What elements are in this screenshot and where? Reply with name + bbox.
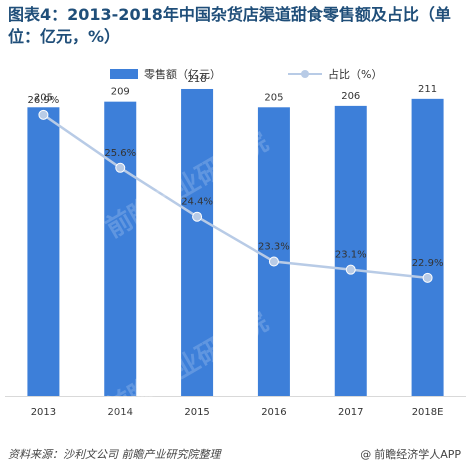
bar-label-2016: 205 <box>264 92 283 103</box>
bar-label-2017: 206 <box>341 91 360 102</box>
x-tick-2014: 2014 <box>108 407 133 418</box>
x-tick-2015: 2015 <box>184 407 209 418</box>
brand: @ 前瞻经济学人APP <box>360 446 461 462</box>
bar-label-2018E: 211 <box>418 84 437 95</box>
line-point-2017 <box>345 264 356 275</box>
x-tick-2016: 2016 <box>261 407 286 418</box>
line-label-2013: 26.9% <box>28 95 60 106</box>
x-tick-2017: 2017 <box>338 407 363 418</box>
bar-2016 <box>257 107 290 397</box>
brand-symbol: @ <box>360 448 372 461</box>
legend-item-line: 占比（%） <box>288 66 382 82</box>
bar-2014 <box>104 101 137 397</box>
bar-2013 <box>27 107 60 397</box>
line-label-2016: 23.3% <box>258 242 290 253</box>
source-note: 资料来源：沙利文公司 前瞻产业研究院整理 <box>8 448 221 461</box>
line-point-2013 <box>38 109 49 120</box>
line-point-2018E <box>422 272 433 283</box>
bar-label-2014: 209 <box>111 87 130 98</box>
bar-2018E <box>411 98 444 396</box>
line-point-2015 <box>192 211 203 222</box>
legend-swatch-bar <box>110 69 138 79</box>
line-label-2017: 23.1% <box>335 250 367 261</box>
bar-label-2015: 218 <box>188 74 207 85</box>
x-tick-2018E: 2018E <box>412 407 444 418</box>
line-label-2018E: 22.9% <box>412 258 444 269</box>
line-point-2016 <box>268 256 279 267</box>
legend-label-line: 占比（%） <box>328 68 383 81</box>
legend-label-bar: 零售额（亿元） <box>144 68 221 81</box>
brand-label: 前瞻经济学人APP <box>374 448 461 461</box>
line-label-2014: 25.6% <box>104 148 136 159</box>
x-tick-2013: 2013 <box>31 407 56 418</box>
chart-title: 图表4：2013-2018年中国杂货店渠道甜食零售额及占比（单位：亿元，%） <box>8 5 451 46</box>
line-point-2014 <box>115 162 126 173</box>
line-label-2015: 24.4% <box>181 197 213 208</box>
bar-2015 <box>181 88 214 396</box>
legend-item-bar: 零售额（亿元） <box>110 66 221 82</box>
line-share <box>42 113 428 280</box>
bar-label-2013: 205 <box>34 92 53 103</box>
legend-swatch-line <box>288 69 322 79</box>
bar-2017 <box>334 105 367 396</box>
